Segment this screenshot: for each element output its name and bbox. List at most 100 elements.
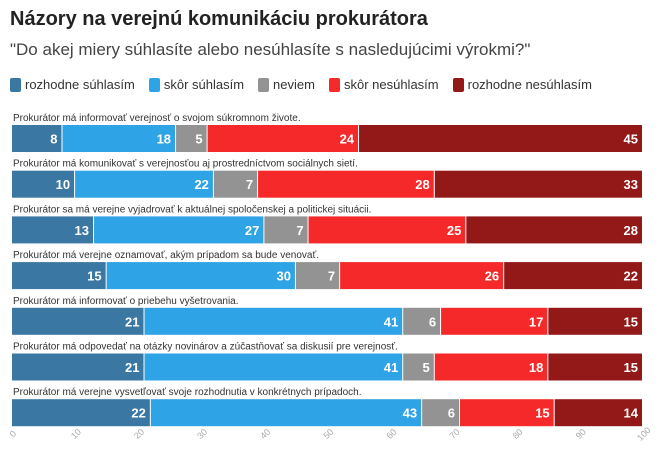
bar-segment: [94, 216, 264, 244]
bar-segment: [434, 353, 548, 381]
bar-segment: [403, 353, 434, 381]
data-label: 5: [423, 360, 430, 375]
data-label: 27: [245, 223, 259, 238]
x-tick-label: 70: [448, 427, 462, 441]
legend-swatch: [258, 77, 270, 92]
data-label: 43: [403, 406, 417, 421]
bar-segment: [106, 262, 295, 290]
bar-segment: [12, 262, 106, 290]
x-tick-label: 40: [258, 427, 272, 441]
legend-swatch: [452, 77, 464, 92]
bar-segment: [207, 125, 359, 152]
bar-segment: [466, 216, 642, 244]
legend: rozhodne súhlasím skôr súhlasím neviem skôr…: [10, 77, 592, 92]
legend-swatch: [10, 77, 21, 92]
bar-segment: [359, 125, 642, 152]
bar-segment: [62, 125, 176, 152]
data-label: 28: [415, 177, 429, 192]
bar-segment: [441, 307, 548, 335]
data-label: 33: [624, 177, 638, 192]
data-label: 7: [246, 177, 253, 192]
category-label: Prokurátor má komunikovať s verejnosťou …: [13, 159, 358, 170]
bar-segment: [504, 262, 642, 290]
bar-segment: [258, 170, 434, 198]
bar-segment: [213, 170, 258, 198]
bar-segment: [548, 307, 642, 335]
bar-segment: [264, 216, 308, 244]
data-label: 18: [529, 360, 543, 375]
data-label: 15: [624, 360, 638, 375]
legend-label: skôr súhlasím: [163, 77, 245, 92]
bar-segment: [308, 216, 466, 244]
bar-segment: [434, 170, 642, 198]
x-tick-label: 60: [384, 427, 398, 441]
category-label: Prokurátor má verejne vysvetľovať svoje …: [13, 387, 362, 398]
category-label: Prokurátor má informovať o priebehu vyše…: [13, 296, 239, 307]
legend-item: skôr súhlasím: [148, 77, 245, 92]
bar-segment: [295, 262, 340, 290]
bar-segment: [144, 307, 403, 335]
legend-label: rozhodne nesúhlasím: [467, 77, 592, 92]
legend-item: neviem: [258, 77, 315, 92]
legend-label: skôr nesúhlasím: [343, 77, 439, 92]
bar-segment: [12, 216, 94, 244]
bar-segment: [12, 125, 62, 152]
data-label: 13: [75, 223, 89, 238]
chart-subtitle: "Do akej miery súhlasíte alebo nesúhlasí…: [10, 40, 531, 59]
data-label: 18: [157, 132, 171, 147]
category-label: Prokurátor sa má verejne vyjadrovať k ak…: [13, 204, 371, 215]
data-label: 22: [624, 269, 638, 284]
x-tick-label: 90: [574, 427, 588, 441]
x-tick-label: 80: [511, 427, 525, 441]
legend-item: rozhodne súhlasím: [10, 77, 135, 92]
bar-segment: [150, 399, 422, 427]
x-tick-label: 100: [635, 425, 653, 443]
category-label: Prokurátor má odpovedať na otázky noviná…: [13, 342, 398, 353]
data-label: 30: [276, 269, 290, 284]
bar-segment: [12, 307, 144, 335]
x-tick-label: 20: [132, 427, 146, 441]
data-label: 41: [384, 360, 398, 375]
bar-segment: [176, 125, 207, 152]
data-label: 17: [529, 314, 543, 329]
bar-segment: [12, 353, 144, 381]
bar-segment: [554, 399, 642, 427]
data-label: 22: [194, 177, 208, 192]
data-label: 6: [448, 406, 455, 421]
legend-label: rozhodne súhlasím: [25, 77, 135, 92]
data-label: 28: [624, 223, 638, 238]
data-label: 21: [125, 314, 139, 329]
bar-segment: [403, 307, 441, 335]
legend-swatch: [148, 77, 160, 92]
bar-segment: [548, 353, 642, 381]
data-label: 41: [384, 314, 398, 329]
data-label: 26: [485, 269, 499, 284]
data-label: 24: [340, 132, 355, 147]
category-label: Prokurátor má informovať verejnosť o svo…: [13, 113, 301, 124]
data-label: 8: [50, 132, 57, 147]
bar-segment: [340, 262, 504, 290]
data-label: 15: [87, 269, 101, 284]
data-label: 22: [131, 406, 145, 421]
x-tick-label: 10: [69, 427, 83, 441]
x-tick-label: 30: [195, 427, 209, 441]
data-label: 7: [328, 269, 335, 284]
legend-swatch: [328, 77, 340, 92]
bar-segment: [460, 399, 554, 427]
data-label: 6: [429, 314, 436, 329]
data-label: 45: [624, 132, 638, 147]
data-label: 14: [624, 406, 639, 421]
data-label: 25: [447, 223, 461, 238]
x-tick-label: 0: [8, 429, 19, 440]
legend-label: neviem: [273, 77, 315, 92]
bar-segment: [422, 399, 460, 427]
legend-item: rozhodne nesúhlasím: [452, 77, 592, 92]
bar-segment: [75, 170, 213, 198]
data-label: 5: [195, 132, 202, 147]
data-label: 15: [535, 406, 549, 421]
category-label: Prokurátor má verejne oznamovať, akým pr…: [13, 250, 319, 261]
bar-segment: [12, 399, 150, 427]
bar-segment: [12, 170, 75, 198]
chart-title: Názory na verejnú komunikáciu prokurátor…: [10, 8, 428, 30]
